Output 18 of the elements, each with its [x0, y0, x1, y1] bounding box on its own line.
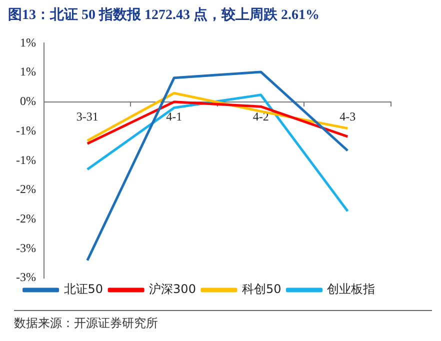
source-note: 数据来源：开源证券研究所 [14, 310, 432, 332]
y-tick-label: -1% [16, 123, 36, 138]
y-tick-label: -3% [16, 240, 36, 255]
y-tick-label: 1% [20, 35, 36, 50]
legend-label: 创业板指 [327, 282, 376, 296]
y-tick-label: -1% [16, 152, 36, 167]
legend-label: 科创50 [242, 282, 282, 296]
x-tick-label: 4-3 [340, 109, 356, 124]
y-tick-label: -2% [16, 182, 36, 196]
y-tick-label: -3% [16, 270, 36, 284]
x-tick-label: 3-31 [76, 109, 98, 124]
legend-label: 沪深300 [149, 282, 196, 296]
legend-label: 北证50 [64, 282, 104, 296]
y-tick-label: 1% [20, 64, 36, 79]
y-tick-label: -2% [16, 211, 36, 226]
chart-title: 图13：北证 50 指数报 1272.43 点，较上周跌 2.61% [8, 6, 320, 24]
x-tick-label: 4-1 [166, 109, 182, 124]
y-tick-label: 0% [20, 94, 36, 108]
